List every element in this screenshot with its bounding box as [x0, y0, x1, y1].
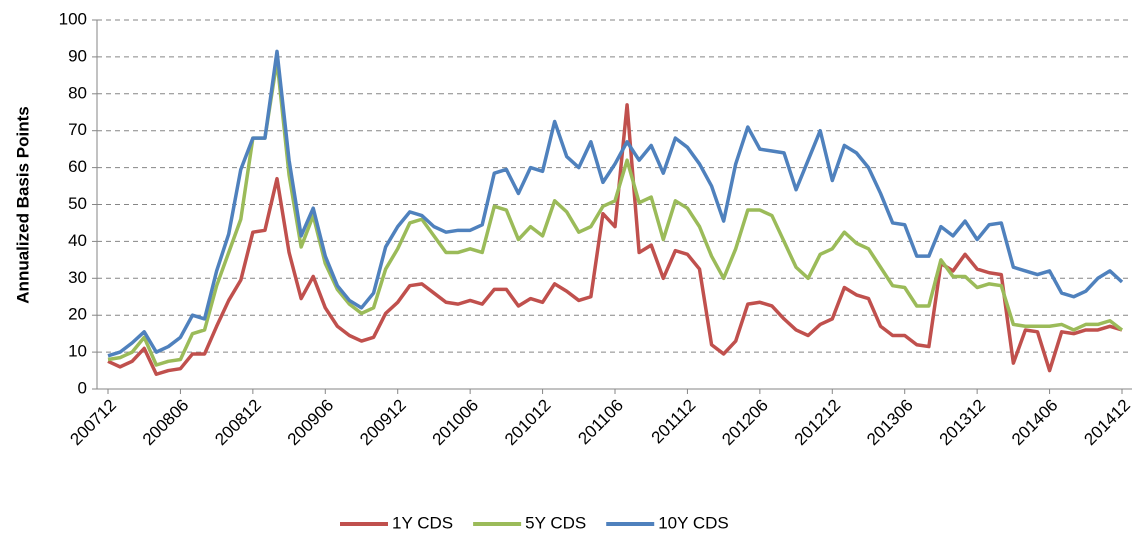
series-line — [107, 103, 1123, 376]
x-tick-label: 201012 — [501, 396, 555, 450]
series-line — [107, 49, 1124, 358]
x-tick-label: 200912 — [356, 396, 410, 450]
y-tick-label: 80 — [68, 83, 87, 102]
legend-label: 10Y CDS — [658, 513, 729, 532]
legend-label: 1Y CDS — [392, 513, 453, 532]
y-tick-label: 30 — [68, 268, 87, 287]
x-tick-label: 200906 — [284, 396, 338, 450]
x-tick-label: 201412 — [1080, 396, 1134, 450]
y-tick-label: 60 — [68, 157, 87, 176]
x-tick-label: 201212 — [791, 396, 845, 450]
y-tick-label: 90 — [68, 46, 87, 65]
y-axis-label: Annualized Basis Points — [13, 106, 32, 303]
x-tick-label: 201112 — [648, 396, 700, 448]
x-tick-label: 201306 — [863, 396, 917, 450]
y-tick-label: 50 — [68, 194, 87, 213]
x-tick-label: 201206 — [718, 396, 772, 450]
x-tick-label: 200806 — [139, 396, 193, 450]
x-tick-label: 201406 — [1008, 396, 1062, 450]
y-tick-label: 100 — [59, 9, 87, 28]
x-tick-label: 200712 — [66, 396, 120, 450]
y-tick-label: 40 — [68, 231, 87, 250]
x-tick-label: 201006 — [429, 396, 483, 450]
y-tick-label: 20 — [68, 305, 87, 324]
y-tick-label: 70 — [68, 120, 87, 139]
x-tick-label: 200812 — [211, 396, 265, 450]
y-tick-label: 10 — [68, 342, 87, 361]
x-tick-label: 201312 — [936, 396, 990, 450]
x-tick-label: 201106 — [574, 396, 627, 449]
y-tick-label: 0 — [78, 378, 87, 397]
legend-label: 5Y CDS — [525, 513, 586, 532]
